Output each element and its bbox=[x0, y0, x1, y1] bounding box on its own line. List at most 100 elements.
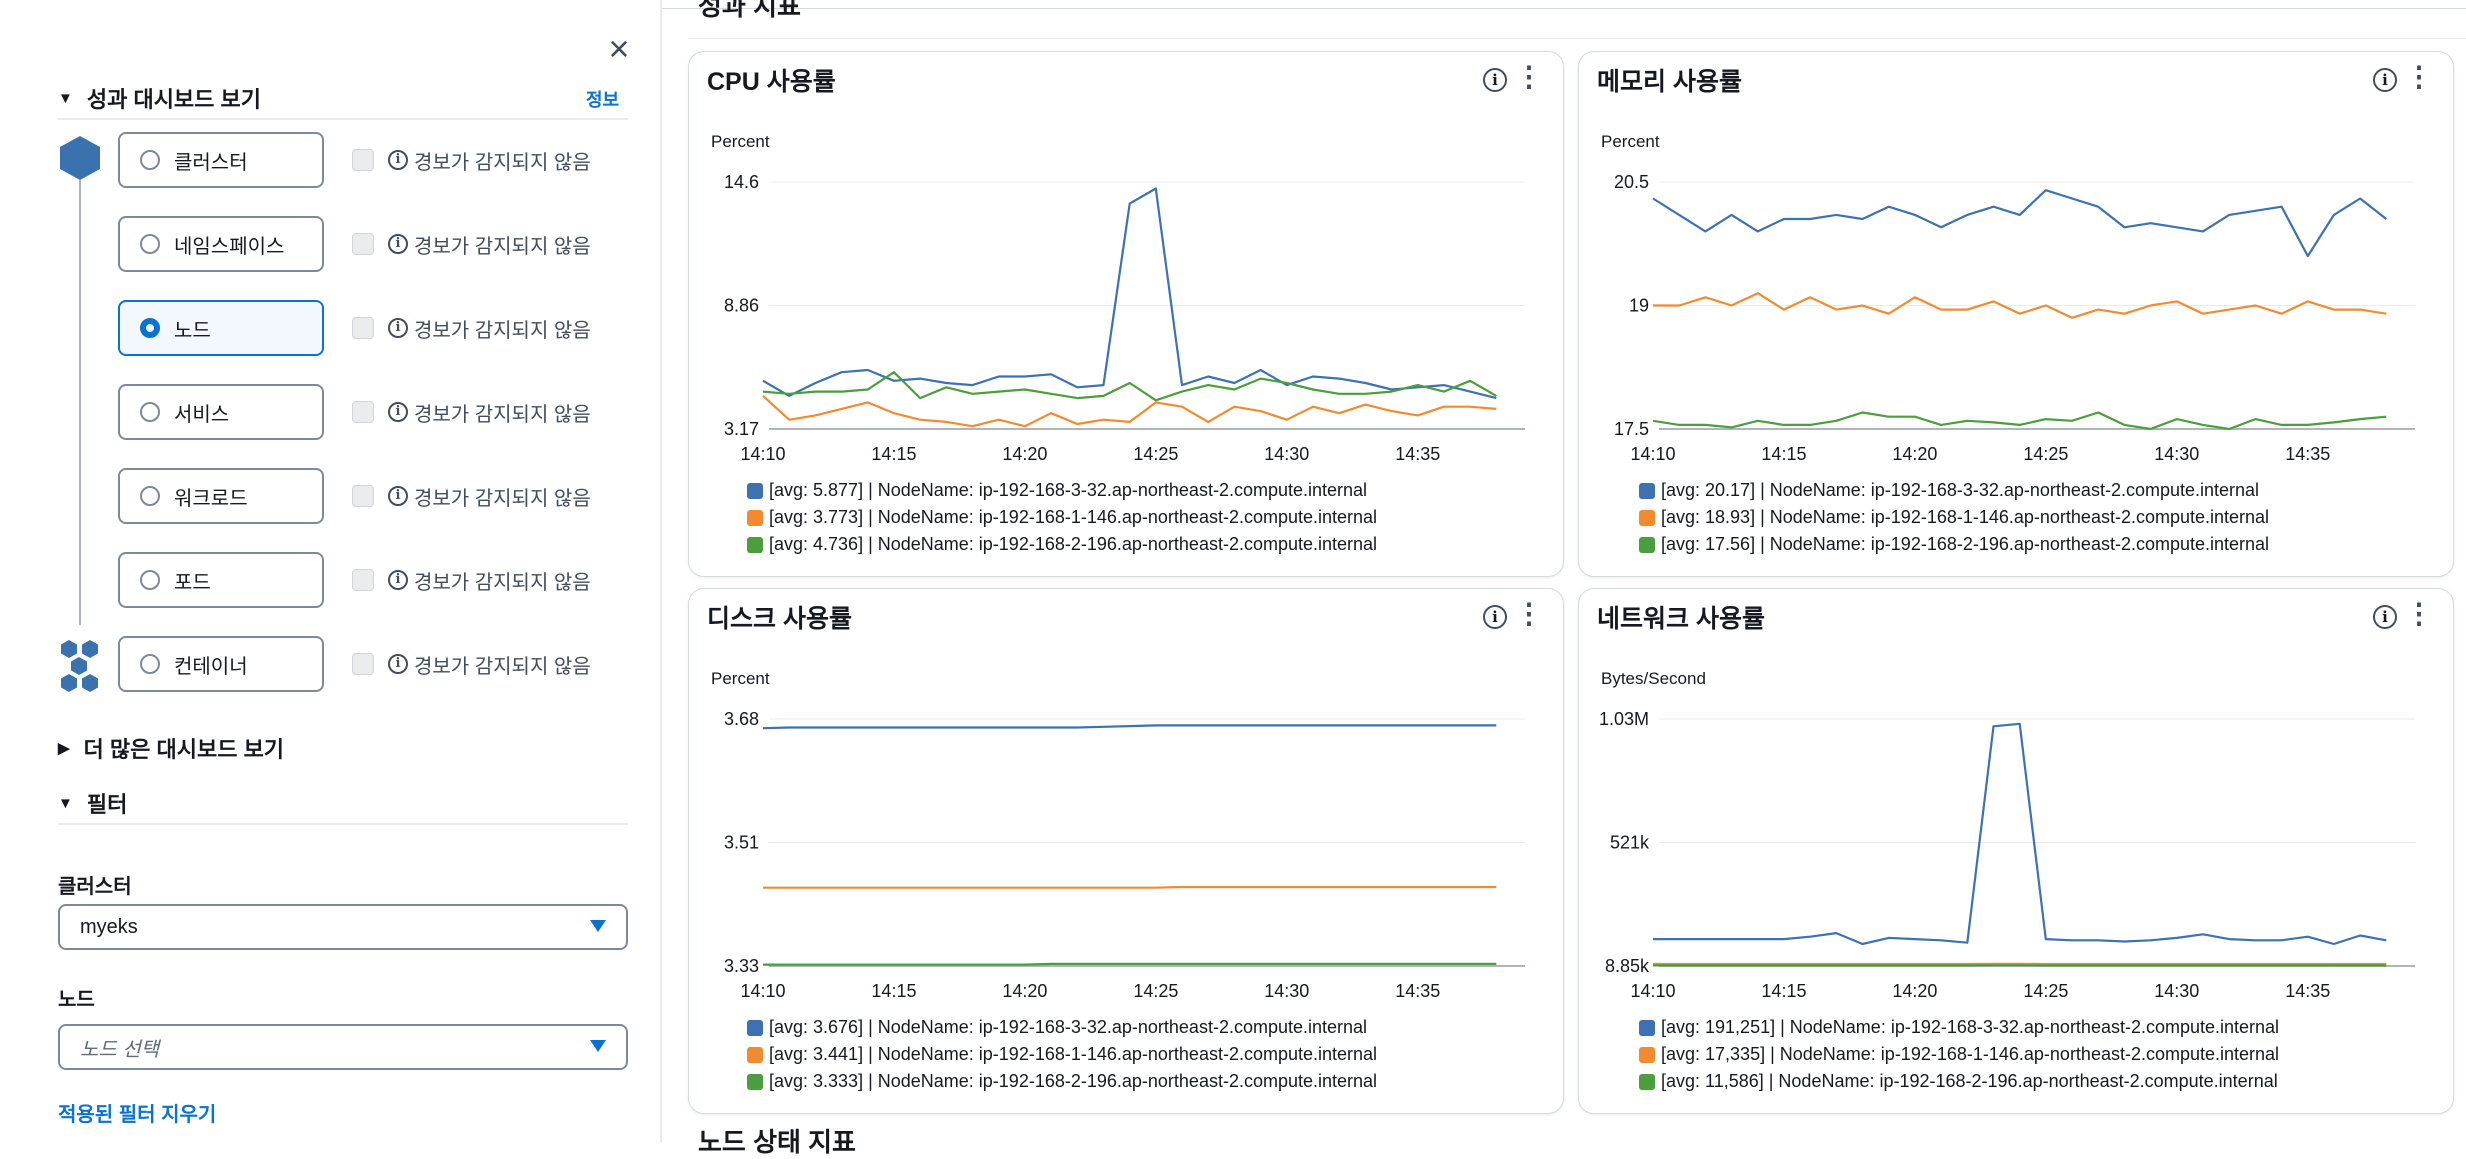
section-divider bbox=[58, 823, 628, 825]
x-tick-label: 14:25 bbox=[2023, 444, 2068, 464]
y-axis-unit: Percent bbox=[1601, 132, 1660, 151]
legend-item[interactable]: [avg: 20.17] | NodeName: ip-192-168-3-32… bbox=[1639, 477, 2269, 504]
legend-item[interactable]: [avg: 3.441] | NodeName: ip-192-168-1-14… bbox=[747, 1041, 1377, 1068]
alarm-checkbox[interactable] bbox=[352, 485, 374, 507]
more-dashboards-toggle[interactable]: ▶ 더 많은 대시보드 보기 bbox=[58, 728, 628, 768]
cluster-select-value: myeks bbox=[80, 916, 138, 939]
level-radio-4[interactable]: 워크로드 bbox=[118, 468, 324, 524]
level-radio-2[interactable]: 노드 bbox=[118, 300, 324, 356]
sidebar-panel: × ▼ 성과 대시보드 보기 정보 클러스터 i 경보가 감지되지 않음 네임스… bbox=[0, 0, 662, 1142]
series-line-1 bbox=[763, 887, 1496, 888]
clear-filters-link[interactable]: 적용된 필터 지우기 bbox=[58, 1098, 216, 1127]
legend-swatch bbox=[1639, 537, 1655, 553]
legend-swatch bbox=[1639, 1074, 1655, 1090]
series-line-0 bbox=[763, 725, 1496, 728]
container-hexagons-icon bbox=[58, 640, 104, 692]
cluster-select[interactable]: myeks bbox=[58, 904, 628, 950]
legend-item[interactable]: [avg: 11,586] | NodeName: ip-192-168-2-1… bbox=[1639, 1068, 2279, 1095]
y-tick-label: 14.6 bbox=[724, 172, 759, 192]
legend-label: [avg: 3.333] | NodeName: ip-192-168-2-19… bbox=[769, 1071, 1377, 1092]
next-section-title: 노드 상태 지표 bbox=[698, 1122, 856, 1159]
radio-button[interactable] bbox=[140, 570, 160, 590]
legend-item[interactable]: [avg: 3.676] | NodeName: ip-192-168-3-32… bbox=[747, 1014, 1377, 1041]
alarm-checkbox[interactable] bbox=[352, 317, 374, 339]
series-line-1 bbox=[763, 396, 1496, 426]
series-line-0 bbox=[1653, 724, 2386, 944]
y-tick-label: 521k bbox=[1610, 833, 1650, 853]
alarm-checkbox[interactable] bbox=[352, 569, 374, 591]
alarm-checkbox[interactable] bbox=[352, 233, 374, 255]
info-icon: i bbox=[388, 570, 408, 590]
y-axis-unit: Percent bbox=[711, 669, 770, 688]
legend-item[interactable]: [avg: 5.877] | NodeName: ip-192-168-3-32… bbox=[747, 477, 1377, 504]
x-tick-label: 14:15 bbox=[1761, 444, 1806, 464]
legend-item[interactable]: [avg: 17,335] | NodeName: ip-192-168-1-1… bbox=[1639, 1041, 2279, 1068]
x-tick-label: 14:15 bbox=[871, 981, 916, 1001]
filter-toggle[interactable]: ▼ 필터 bbox=[58, 783, 628, 823]
legend-item[interactable]: [avg: 191,251] | NodeName: ip-192-168-3-… bbox=[1639, 1014, 2279, 1041]
alarm-status: i 경보가 감지되지 않음 bbox=[388, 484, 591, 508]
y-tick-label: 3.51 bbox=[724, 833, 759, 853]
legend-item[interactable]: [avg: 3.333] | NodeName: ip-192-168-2-19… bbox=[747, 1068, 1377, 1095]
radio-button[interactable] bbox=[140, 234, 160, 254]
y-tick-label: 8.86 bbox=[724, 296, 759, 316]
level-radio-3[interactable]: 서비스 bbox=[118, 384, 324, 440]
legend-label: [avg: 3.676] | NodeName: ip-192-168-3-32… bbox=[769, 1017, 1367, 1038]
radio-button[interactable] bbox=[140, 402, 160, 422]
section-divider bbox=[58, 118, 628, 120]
x-tick-label: 14:15 bbox=[1761, 981, 1806, 1001]
x-tick-label: 14:30 bbox=[2154, 981, 2199, 1001]
alarm-status-text: 경보가 감지되지 않음 bbox=[414, 146, 591, 175]
cluster-field-label: 클러스터 bbox=[58, 870, 132, 899]
info-link[interactable]: 정보 bbox=[586, 86, 619, 112]
x-tick-label: 14:10 bbox=[1630, 981, 1675, 1001]
radio-button[interactable] bbox=[140, 486, 160, 506]
alarm-status: i 경보가 감지되지 않음 bbox=[388, 400, 591, 424]
legend-swatch bbox=[1639, 483, 1655, 499]
y-tick-label: 17.5 bbox=[1614, 419, 1649, 439]
level-label: 포드 bbox=[174, 566, 211, 595]
level-label: 서비스 bbox=[174, 398, 229, 427]
legend-swatch bbox=[747, 510, 763, 526]
alarm-checkbox[interactable] bbox=[352, 149, 374, 171]
info-icon: i bbox=[388, 150, 408, 170]
level-radio-5[interactable]: 포드 bbox=[118, 552, 324, 608]
alarm-checkbox[interactable] bbox=[352, 401, 374, 423]
cluster-hexagon-icon bbox=[60, 136, 100, 180]
series-line-0 bbox=[763, 189, 1496, 399]
legend-label: [avg: 20.17] | NodeName: ip-192-168-3-32… bbox=[1661, 480, 2259, 501]
legend-item[interactable]: [avg: 4.736] | NodeName: ip-192-168-2-19… bbox=[747, 531, 1377, 558]
chart-legend: [avg: 3.676] | NodeName: ip-192-168-3-32… bbox=[747, 1014, 1377, 1095]
close-icon[interactable]: × bbox=[603, 33, 635, 65]
level-radio-1[interactable]: 네임스페이스 bbox=[118, 216, 324, 272]
info-icon: i bbox=[388, 654, 408, 674]
x-tick-label: 14:10 bbox=[740, 444, 785, 464]
series-line-2 bbox=[763, 372, 1496, 400]
legend-item[interactable]: [avg: 17.56] | NodeName: ip-192-168-2-19… bbox=[1639, 531, 2269, 558]
alarm-status: i 경보가 감지되지 않음 bbox=[388, 148, 591, 172]
y-tick-label: 19 bbox=[1629, 296, 1649, 316]
legend-item[interactable]: [avg: 18.93] | NodeName: ip-192-168-1-14… bbox=[1639, 504, 2269, 531]
y-tick-label: 8.85k bbox=[1605, 956, 1650, 976]
legend-label: [avg: 4.736] | NodeName: ip-192-168-2-19… bbox=[769, 534, 1377, 555]
alarm-checkbox[interactable] bbox=[352, 653, 374, 675]
radio-button[interactable] bbox=[140, 654, 160, 674]
legend-item[interactable]: [avg: 3.773] | NodeName: ip-192-168-1-14… bbox=[747, 504, 1377, 531]
perf-dashboard-toggle[interactable]: ▼ 성과 대시보드 보기 bbox=[58, 78, 628, 118]
node-select[interactable]: 노드 선택 bbox=[58, 1024, 628, 1070]
level-radio-6[interactable]: 컨테이너 bbox=[118, 636, 324, 692]
filter-heading: 필터 bbox=[87, 787, 127, 819]
alarm-status-text: 경보가 감지되지 않음 bbox=[414, 650, 591, 679]
legend-label: [avg: 17.56] | NodeName: ip-192-168-2-19… bbox=[1661, 534, 2269, 555]
info-icon: i bbox=[388, 486, 408, 506]
section-title: 성과 지표 bbox=[698, 0, 801, 23]
x-tick-label: 14:15 bbox=[871, 444, 916, 464]
level-radio-0[interactable]: 클러스터 bbox=[118, 132, 324, 188]
radio-button[interactable] bbox=[140, 150, 160, 170]
legend-label: [avg: 5.877] | NodeName: ip-192-168-3-32… bbox=[769, 480, 1367, 501]
radio-button[interactable] bbox=[140, 318, 160, 338]
alarm-status: i 경보가 감지되지 않음 bbox=[388, 652, 591, 676]
